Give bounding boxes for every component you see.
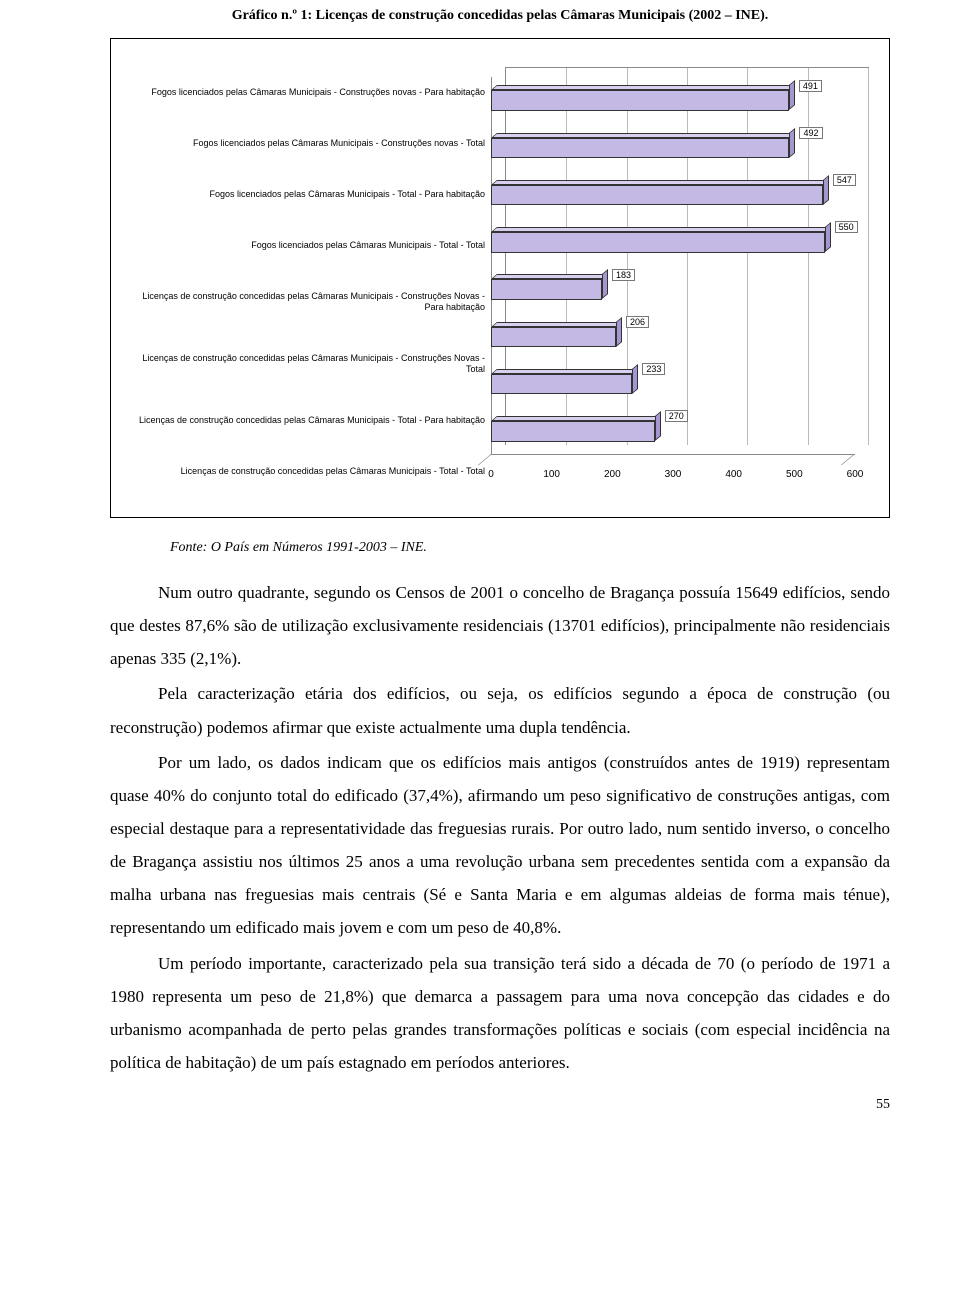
body-text: Num outro quadrante, segundo os Censos d… — [110, 576, 890, 1079]
bar: 206 — [491, 320, 855, 354]
category-labels: Fogos licenciados pelas Câmaras Municipa… — [131, 67, 491, 497]
bar-value-label: 550 — [835, 221, 858, 233]
bar-value-label: 492 — [799, 127, 822, 139]
x-tick-label: 100 — [543, 469, 560, 480]
gridline — [868, 68, 869, 445]
bar-value-label: 491 — [799, 80, 822, 92]
paragraph: Um período importante, caracterizado pel… — [110, 947, 890, 1080]
x-tick-label: 0 — [488, 469, 494, 480]
category-label: Licenças de construção concedidas pelas … — [131, 289, 485, 316]
bar-value-label: 270 — [665, 410, 688, 422]
category-label: Licenças de construção concedidas pelas … — [131, 464, 485, 479]
category-label: Fogos licenciados pelas Câmaras Municipa… — [131, 85, 485, 100]
bar-value-label: 547 — [833, 174, 856, 186]
bar: 492 — [491, 131, 855, 165]
page-number: 55 — [110, 1097, 890, 1113]
x-tick-label: 200 — [604, 469, 621, 480]
bar-value-label: 206 — [626, 316, 649, 328]
bar: 233 — [491, 367, 855, 401]
x-tick-label: 300 — [665, 469, 682, 480]
chart-title: Gráfico n.º 1: Licenças de construção co… — [110, 8, 890, 24]
category-label: Licenças de construção concedidas pelas … — [131, 351, 485, 378]
paragraph: Por um lado, os dados indicam que os edi… — [110, 746, 890, 945]
bar: 183 — [491, 273, 855, 307]
bar-value-label: 233 — [642, 363, 665, 375]
chart-frame: Fogos licenciados pelas Câmaras Municipa… — [110, 38, 890, 518]
category-label: Licenças de construção concedidas pelas … — [131, 413, 485, 428]
x-tick-label: 600 — [847, 469, 864, 480]
category-label: Fogos licenciados pelas Câmaras Municipa… — [131, 238, 485, 253]
paragraph: Num outro quadrante, segundo os Censos d… — [110, 576, 890, 675]
bar: 550 — [491, 225, 855, 259]
category-label: Fogos licenciados pelas Câmaras Municipa… — [131, 136, 485, 151]
bar: 270 — [491, 414, 855, 448]
paragraph: Pela caracterização etária dos edifícios… — [110, 677, 890, 743]
x-tick-label: 400 — [725, 469, 742, 480]
source-citation: Fonte: O País em Números 1991-2003 – INE… — [170, 540, 890, 556]
bar-value-label: 183 — [612, 269, 635, 281]
plot-area: 491 492 547 550 183 206 233 270 — [491, 67, 869, 465]
bar: 491 — [491, 84, 855, 118]
x-axis: 0 100 200 300 400 500 600 — [491, 469, 869, 497]
x-tick-label: 500 — [786, 469, 803, 480]
category-label: Fogos licenciados pelas Câmaras Municipa… — [131, 187, 485, 202]
bar: 547 — [491, 178, 855, 212]
